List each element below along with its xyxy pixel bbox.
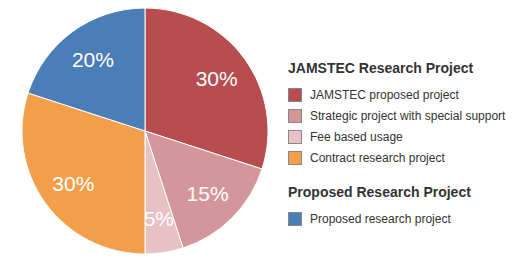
html-text:JAMSTEC proposed project: JAMSTEC proposed project [310, 88, 459, 102]
html-text:Fee based usage: Fee based usage [310, 130, 403, 144]
svg-text:20%: 20% [72, 48, 114, 71]
html-text:Contract research project: Contract research project [310, 151, 445, 165]
svg-text:30%: 30% [52, 172, 94, 195]
html-text:JAMSTEC Research Project: JAMSTEC Research Project [288, 60, 474, 76]
svg-text:5%: 5% [144, 207, 174, 230]
svg-text:30%: 30% [196, 67, 238, 90]
html-text:Proposed research project: Proposed research project [310, 212, 451, 226]
svg-text:15%: 15% [187, 182, 229, 205]
html-text:Proposed Research Project: Proposed Research Project [288, 184, 471, 200]
html-text:Strategic project with special: Strategic project with special support [310, 109, 506, 123]
